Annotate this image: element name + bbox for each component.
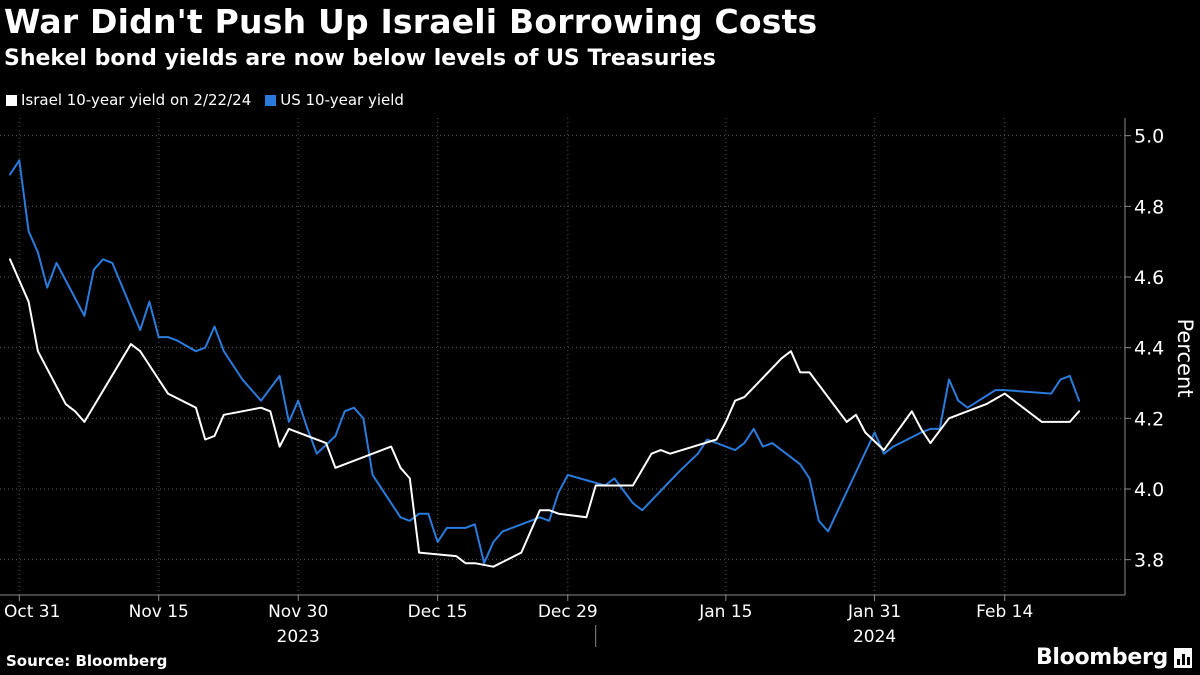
- x-tick-label: Dec 15: [408, 602, 468, 622]
- legend-swatch-us: [265, 94, 277, 106]
- brand-logo: Bloomberg: [1035, 645, 1168, 670]
- legend-item-israel: Israel 10-year yield on 2/22/24: [6, 91, 251, 109]
- legend-item-us: US 10-year yield: [265, 91, 404, 109]
- y-tick-label: 4.6: [1134, 267, 1164, 289]
- axis-layer: 3.8 4.0 4.2 4.4 4.6 4.8 5.0 Oct 31 Nov 15 Nov 30 D…: [0, 118, 1164, 647]
- grid-layer: [0, 118, 1125, 595]
- legend-label-us: US 10-year yield: [280, 91, 404, 109]
- legend-swatch-israel: [6, 94, 17, 106]
- series-layer: [9, 159, 1081, 568]
- x-tick-label: Nov 30: [268, 602, 328, 622]
- chart-subtitle: Shekel bond yields are now below levels …: [4, 46, 716, 71]
- y-axis-label: Percent: [1173, 318, 1197, 397]
- x-tick-label: Feb 14: [976, 602, 1033, 622]
- y-tick-label: 5.0: [1134, 126, 1164, 148]
- y-tick-label: 3.8: [1134, 550, 1164, 572]
- year-label: 2023: [277, 627, 320, 647]
- x-tick-label: Oct 31: [4, 602, 60, 622]
- brand: Bloomberg: [1036, 645, 1192, 670]
- legend-label-israel: Israel 10-year yield on 2/22/24: [21, 91, 252, 109]
- y-tick-label: 4.4: [1134, 338, 1164, 360]
- y-tick-label: 4.8: [1134, 196, 1164, 218]
- x-tick-label: Jan 31: [847, 602, 901, 622]
- y-tick-label: 4.2: [1134, 408, 1164, 430]
- israel-yield-line: [9, 258, 1081, 568]
- us-yield-line: [9, 159, 1081, 565]
- x-tick-label: Jan 15: [698, 602, 752, 622]
- bloomberg-chart-icon: [1174, 647, 1192, 668]
- year-label: 2024: [853, 627, 896, 647]
- source-note: Source: Bloomberg: [6, 652, 168, 670]
- chart-title: War Didn't Push Up Israeli Borrowing Cos…: [4, 2, 818, 41]
- x-tick-label: Nov 15: [129, 602, 189, 622]
- legend: Israel 10-year yield on 2/22/24 US 10-ye…: [6, 91, 404, 109]
- x-tick-label: Dec 29: [538, 602, 598, 622]
- y-tick-label: 4.0: [1134, 479, 1164, 501]
